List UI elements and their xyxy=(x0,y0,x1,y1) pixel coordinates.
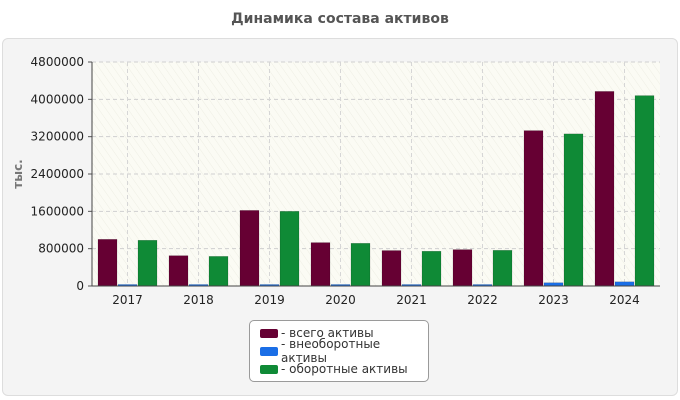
x-tick-label: 2020 xyxy=(325,293,356,307)
legend-item-noncurrent-assets[interactable]: - внеоборотные активы xyxy=(260,337,428,365)
bar-current xyxy=(208,256,229,287)
x-tick-label: 2021 xyxy=(396,293,427,307)
y-tick-label: 3200000 xyxy=(31,130,84,144)
legend-swatch-current xyxy=(260,364,278,374)
x-tick-label: 2017 xyxy=(112,293,143,307)
bar-total xyxy=(310,242,331,287)
bar-current xyxy=(421,250,442,287)
bar-total xyxy=(523,130,544,287)
x-tick-label: 2018 xyxy=(183,293,214,307)
bar-current xyxy=(634,95,655,287)
x-tick-label: 2019 xyxy=(254,293,285,307)
bar-total xyxy=(594,91,615,287)
y-tick-label: 800000 xyxy=(38,242,84,256)
legend-label-current: - оборотные активы xyxy=(281,362,408,376)
bar-current xyxy=(563,133,584,287)
bar-current xyxy=(279,211,300,287)
bar-current xyxy=(350,243,371,287)
bar-total xyxy=(97,239,118,287)
legend-label-noncurrent: - внеоборотные активы xyxy=(281,337,381,365)
legend-item-total-assets[interactable]: - всего активы xyxy=(260,324,428,342)
bar-noncurrent xyxy=(614,281,635,287)
legend-label-total: - всего активы xyxy=(281,326,374,340)
bar-total xyxy=(381,250,402,287)
x-tick-label: 2022 xyxy=(467,293,498,307)
x-tick-label: 2024 xyxy=(609,293,640,307)
bar-current xyxy=(492,250,513,287)
x-tick-label: 2023 xyxy=(538,293,569,307)
legend-swatch-total xyxy=(260,328,278,338)
bar-total xyxy=(452,249,473,287)
legend: - всего активы - внеоборотные активы - о… xyxy=(249,320,429,382)
y-tick-label: 4800000 xyxy=(31,55,84,69)
y-tick-label: 0 xyxy=(76,279,84,293)
bar-current xyxy=(137,240,158,287)
bar-total xyxy=(239,210,260,287)
bar-total xyxy=(168,255,189,287)
y-tick-label: 1600000 xyxy=(31,204,84,218)
y-axis-label: тыс. xyxy=(11,159,25,188)
chart-title: Динамика состава активов xyxy=(231,11,449,27)
y-tick-label: 4000000 xyxy=(31,92,84,106)
y-tick-label: 2400000 xyxy=(31,167,84,181)
legend-item-current-assets[interactable]: - оборотные активы xyxy=(260,360,428,378)
legend-swatch-noncurrent xyxy=(260,346,278,356)
